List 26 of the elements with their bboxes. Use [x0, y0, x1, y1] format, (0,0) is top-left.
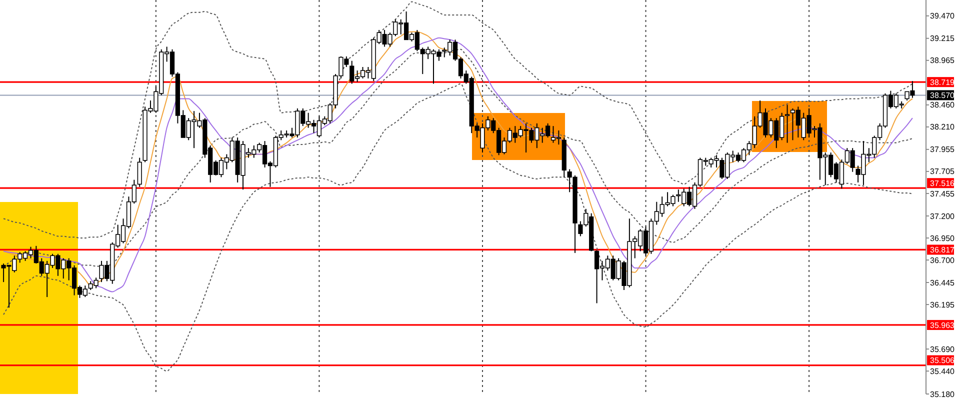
- y-tick-label: 39.215: [930, 34, 956, 44]
- y-tick-label: 37.955: [930, 145, 956, 154]
- y-tick-label: 36.700: [930, 256, 956, 265]
- candlestick: [137, 157, 142, 188]
- y-tick-label: 38.210: [930, 122, 956, 132]
- ref-line-label: 35.506: [930, 356, 956, 366]
- ref-line-label: 38.570: [930, 90, 956, 100]
- candlestick: [784, 104, 790, 144]
- ref-line-label: 38.719: [930, 78, 956, 87]
- ref-line-label: 36.817: [930, 246, 956, 255]
- y-tick-label: 37.455: [930, 189, 956, 198]
- y-tick-label: 36.195: [930, 300, 956, 310]
- y-tick-label: 35.440: [930, 366, 956, 376]
- y-tick-label: 36.950: [930, 234, 956, 243]
- y-tick-label: 35.690: [930, 344, 956, 354]
- y-tick-label: 36.445: [930, 278, 956, 288]
- y-tick-label: 35.180: [930, 390, 956, 399]
- line-series: [3, 1, 913, 238]
- y-tick-label: 39.470: [930, 12, 956, 21]
- ref-line-label: 35.963: [930, 320, 956, 330]
- line-series: [3, 83, 913, 372]
- y-tick-label: 37.200: [930, 212, 956, 221]
- y-tick-label: 37.705: [930, 167, 956, 176]
- y-tick-label: 38.965: [930, 56, 956, 66]
- y-tick-label: 38.460: [930, 100, 956, 110]
- ref-line-label: 37.516: [930, 178, 956, 188]
